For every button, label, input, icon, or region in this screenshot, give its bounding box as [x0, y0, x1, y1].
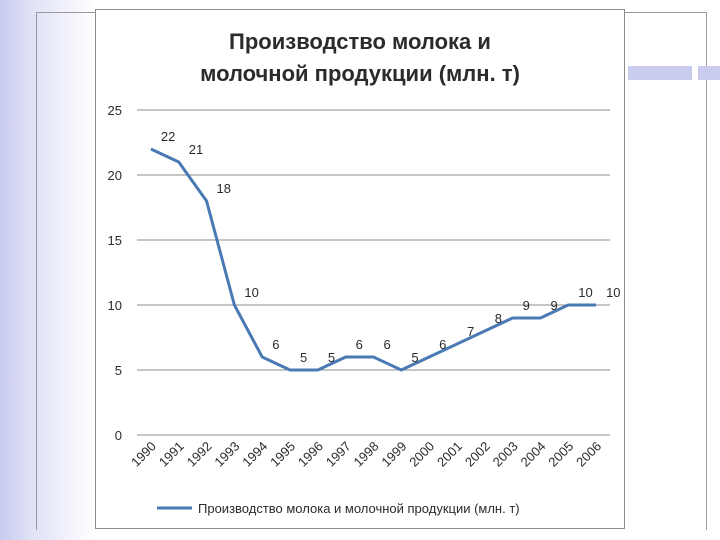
data-label: 18 — [217, 181, 231, 196]
data-label: 10 — [244, 285, 258, 300]
data-label: 10 — [606, 285, 620, 300]
data-label: 9 — [550, 298, 557, 313]
data-label: 8 — [495, 311, 502, 326]
x-tick-label: 1997 — [323, 439, 354, 470]
x-tick-label: 1990 — [128, 439, 159, 470]
data-label: 5 — [328, 350, 335, 365]
x-tick-label: 1995 — [267, 439, 298, 470]
x-tick-label: 1994 — [239, 439, 270, 470]
data-label: 6 — [439, 337, 446, 352]
chart-title-line-2: молочной продукции (млн. т) — [200, 61, 520, 86]
data-label: 21 — [189, 142, 203, 157]
y-tick-label: 0 — [115, 428, 122, 443]
series-line — [150, 147, 597, 372]
data-label: 6 — [272, 337, 279, 352]
x-tick-label: 2003 — [490, 439, 521, 470]
y-tick-label: 15 — [108, 233, 122, 248]
chart-area — [95, 9, 625, 529]
x-tick-label: 2005 — [545, 439, 576, 470]
x-tick-label: 2001 — [434, 439, 465, 470]
x-tick-label: 1993 — [211, 439, 242, 470]
data-label: 7 — [467, 324, 474, 339]
x-tick-label: 2000 — [406, 439, 437, 470]
x-tick-label: 1998 — [351, 439, 382, 470]
x-tick-label: 1992 — [184, 439, 215, 470]
data-label: 5 — [300, 350, 307, 365]
x-tick-label: 2002 — [462, 439, 493, 470]
y-tick-label: 25 — [108, 103, 122, 118]
slide-frame-right — [706, 12, 707, 530]
decorative-bar-small — [698, 66, 720, 80]
legend-label: Производство молока и молочной продукции… — [198, 501, 520, 516]
x-tick-label: 2004 — [518, 439, 549, 470]
data-label: 6 — [384, 337, 391, 352]
data-label: 22 — [161, 129, 175, 144]
x-tick-label: 1996 — [295, 439, 326, 470]
x-tick-label: 1991 — [156, 439, 187, 470]
y-tick-label: 10 — [108, 298, 122, 313]
data-label: 5 — [411, 350, 418, 365]
chart-title-line-1: Производство молока и — [229, 29, 491, 54]
data-label: 6 — [356, 337, 363, 352]
slide-frame-left — [36, 12, 37, 530]
decorative-bar — [628, 66, 692, 80]
y-tick-label: 20 — [108, 168, 122, 183]
data-label: 10 — [578, 285, 592, 300]
x-tick-label: 1999 — [378, 439, 409, 470]
chart-title: Производство молока и молочной продукции… — [95, 26, 625, 90]
data-label: 9 — [523, 298, 530, 313]
x-tick-label: 2006 — [573, 439, 604, 470]
y-tick-label: 5 — [115, 363, 122, 378]
